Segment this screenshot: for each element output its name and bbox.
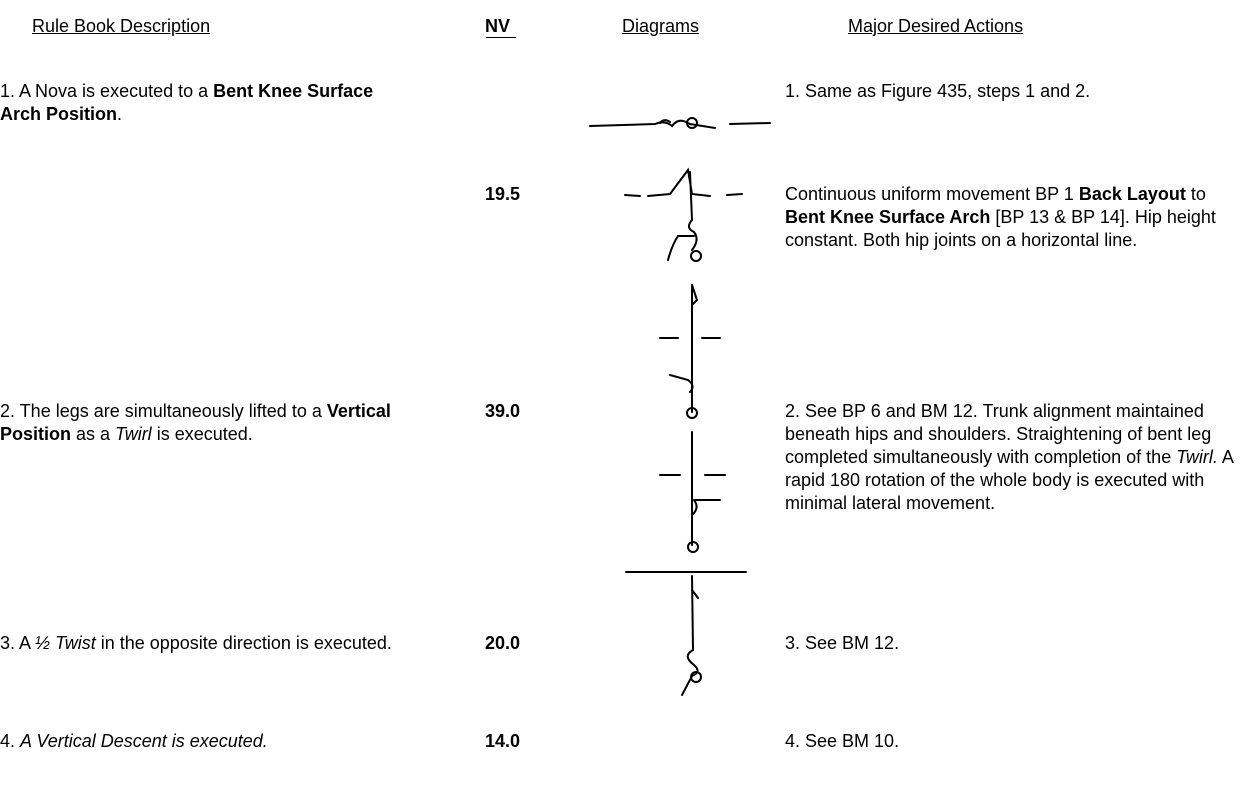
text-run: 1. Same as Figure 435, steps 1 and 2. xyxy=(785,81,1091,101)
desired-actions: Continuous uniform movement BP 1 Back La… xyxy=(785,183,1240,252)
text-run: 2. See BP 6 and BM 12. Trunk alignment m… xyxy=(785,401,1212,467)
column-header: Diagrams xyxy=(622,16,700,36)
text-run: 1. A Nova is executed to a xyxy=(0,81,214,101)
text-run: to xyxy=(1185,184,1206,204)
rule-description: 1. A Nova is executed to a Bent Knee Sur… xyxy=(0,80,410,126)
text-run: Vertical Position xyxy=(0,401,391,444)
text-run: is executed. xyxy=(151,424,253,444)
rule-description: 4. A Vertical Descent is executed. xyxy=(0,730,410,753)
text-run: 2. The legs are simultaneously lifted to… xyxy=(0,401,327,421)
header-underline xyxy=(486,37,516,38)
text-run: 3. A xyxy=(0,633,36,653)
desired-actions: 3. See BM 12. xyxy=(785,632,1240,655)
text-run: Continuous uniform movement BP 1 xyxy=(785,184,1079,204)
desired-actions: 4. See BM 10. xyxy=(785,730,1240,753)
text-run: . xyxy=(117,104,123,124)
text-run: as a xyxy=(71,424,116,444)
column-header: NV xyxy=(485,16,511,36)
diagram-stroke xyxy=(686,117,698,129)
diagram-stroke xyxy=(659,284,721,413)
text-run: [BP 13 & BP 14]. Hip height constant. Bo… xyxy=(785,207,1216,250)
diagram-stroke xyxy=(690,250,702,262)
column-header: Major Desired Actions xyxy=(848,16,1024,36)
nv-value: 14.0 xyxy=(485,731,521,751)
diagram-stroke xyxy=(686,407,698,419)
text-run: Twirl. xyxy=(1176,447,1218,467)
diagram-stroke xyxy=(659,431,726,546)
text-run: 4. See BM 10. xyxy=(785,731,900,751)
column-header: Rule Book Description xyxy=(32,16,211,36)
text-run: Bent Knee Surface Arch xyxy=(785,207,991,227)
diagram-stroke xyxy=(687,541,699,553)
text-run: 4. xyxy=(0,731,21,751)
text-run: A rapid 180 rotation of the whole body i… xyxy=(785,447,1233,513)
diagrams xyxy=(589,117,771,696)
text-run: A Vertical Descent is executed. xyxy=(20,731,268,751)
diagram-stroke xyxy=(625,571,747,696)
text-run: ½ Twist xyxy=(35,633,96,653)
nv-value: 19.5 xyxy=(485,184,521,204)
diagram-stroke xyxy=(690,671,702,683)
text-run: in the opposite direction is executed. xyxy=(95,633,392,653)
desired-actions: 1. Same as Figure 435, steps 1 and 2. xyxy=(785,80,1240,103)
text-run: Bent Knee Surface Arch Position xyxy=(0,81,374,124)
rule-description: 3. A ½ Twist in the opposite direction i… xyxy=(0,632,410,655)
nv-value: 39.0 xyxy=(485,401,521,421)
desired-actions: 2. See BP 6 and BM 12. Trunk alignment m… xyxy=(785,400,1240,515)
rule-description: 2. The legs are simultaneously lifted to… xyxy=(0,400,410,446)
diagram-stroke xyxy=(589,119,771,129)
diagram-stroke xyxy=(624,167,743,261)
text-run: Back Layout xyxy=(1078,184,1186,204)
nv-value: 20.0 xyxy=(485,633,521,653)
text-run: Twirl xyxy=(115,424,152,444)
text-run: 3. See BM 12. xyxy=(785,633,900,653)
